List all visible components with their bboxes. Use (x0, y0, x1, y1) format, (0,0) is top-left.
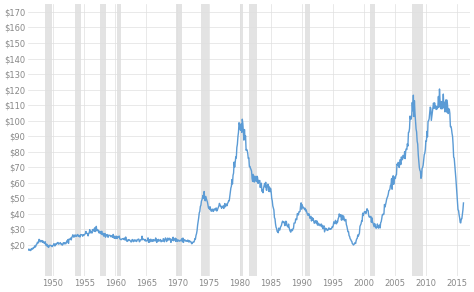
Bar (100, 4, 106, 276)
Bar (249, 4, 257, 276)
Bar (75, 4, 81, 276)
Bar (305, 4, 310, 276)
Bar (46, 4, 52, 276)
Bar (117, 4, 121, 276)
Bar (201, 4, 209, 276)
Bar (412, 4, 423, 276)
Bar (370, 4, 375, 276)
Bar (240, 4, 243, 276)
Bar (176, 4, 182, 276)
